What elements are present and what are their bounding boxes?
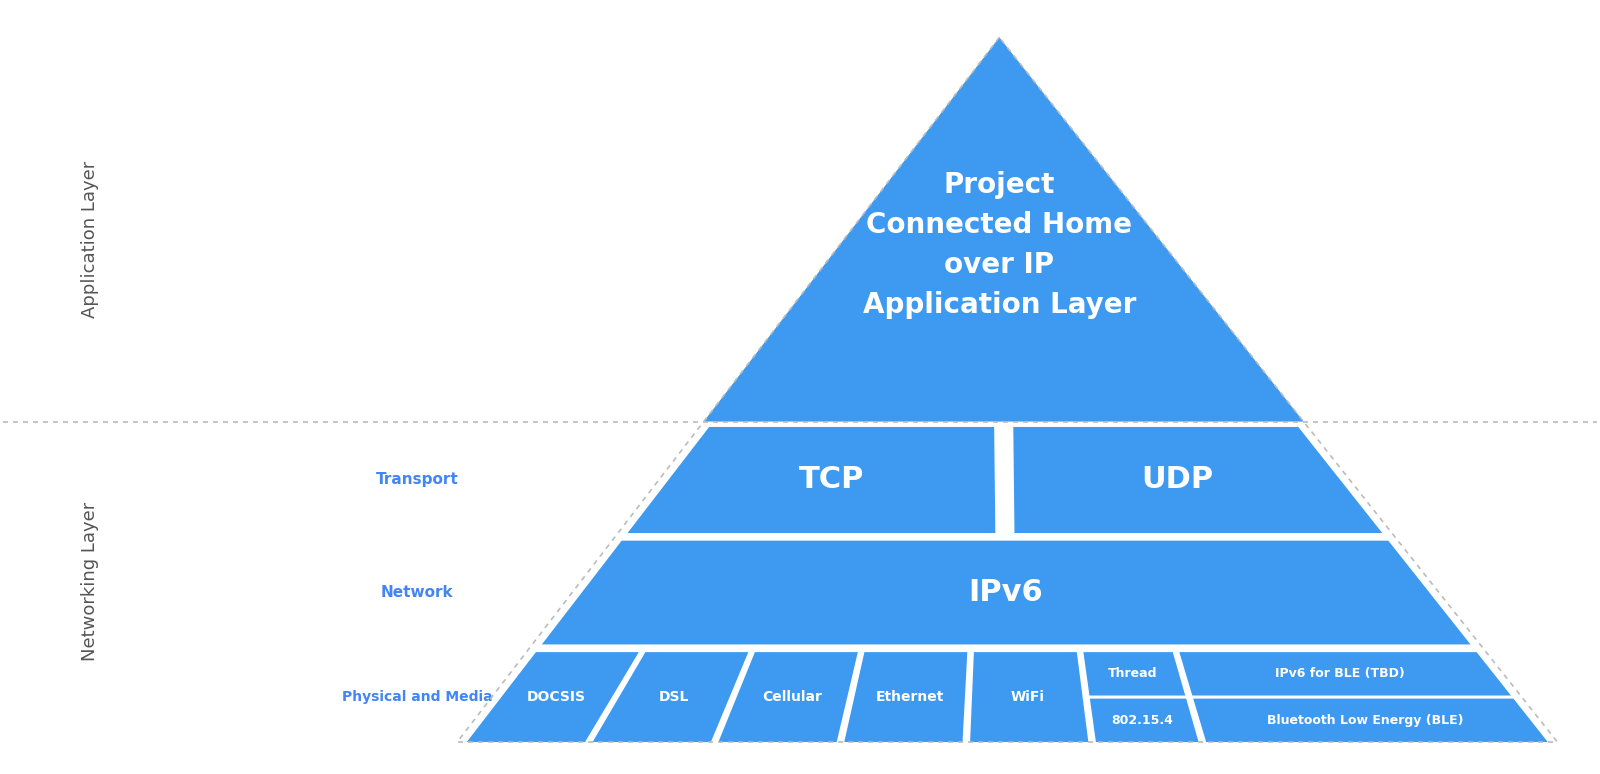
Polygon shape [1179,652,1510,696]
Text: Project
Connected Home
over IP
Application Layer: Project Connected Home over IP Applicati… [862,171,1136,319]
Text: Transport: Transport [376,472,459,488]
Text: IPv6: IPv6 [968,578,1043,607]
Text: IPv6 for BLE (TBD): IPv6 for BLE (TBD) [1275,667,1405,680]
Text: Network: Network [381,585,454,600]
Polygon shape [542,541,1470,645]
Text: Bluetooth Low Energy (BLE): Bluetooth Low Energy (BLE) [1267,714,1464,727]
Polygon shape [1013,427,1382,533]
Text: Thread: Thread [1107,667,1157,680]
Text: 802.15.4: 802.15.4 [1112,714,1173,727]
Text: DSL: DSL [659,690,690,704]
Text: Ethernet: Ethernet [875,690,944,704]
Text: Physical and Media: Physical and Media [342,690,493,704]
Polygon shape [467,652,638,742]
Text: Application Layer: Application Layer [82,160,99,317]
Polygon shape [970,652,1088,742]
Text: Cellular: Cellular [762,690,822,704]
Polygon shape [627,427,995,533]
Polygon shape [592,652,749,742]
Text: Networking Layer: Networking Layer [82,502,99,662]
Text: DOCSIS: DOCSIS [526,690,586,704]
Text: TCP: TCP [798,465,864,495]
Polygon shape [718,652,858,742]
Polygon shape [1083,652,1186,696]
Polygon shape [1090,699,1198,742]
Polygon shape [845,652,968,742]
Polygon shape [704,37,1304,422]
Polygon shape [1194,699,1547,742]
Text: WiFi: WiFi [1010,690,1045,704]
Text: UDP: UDP [1141,465,1213,495]
